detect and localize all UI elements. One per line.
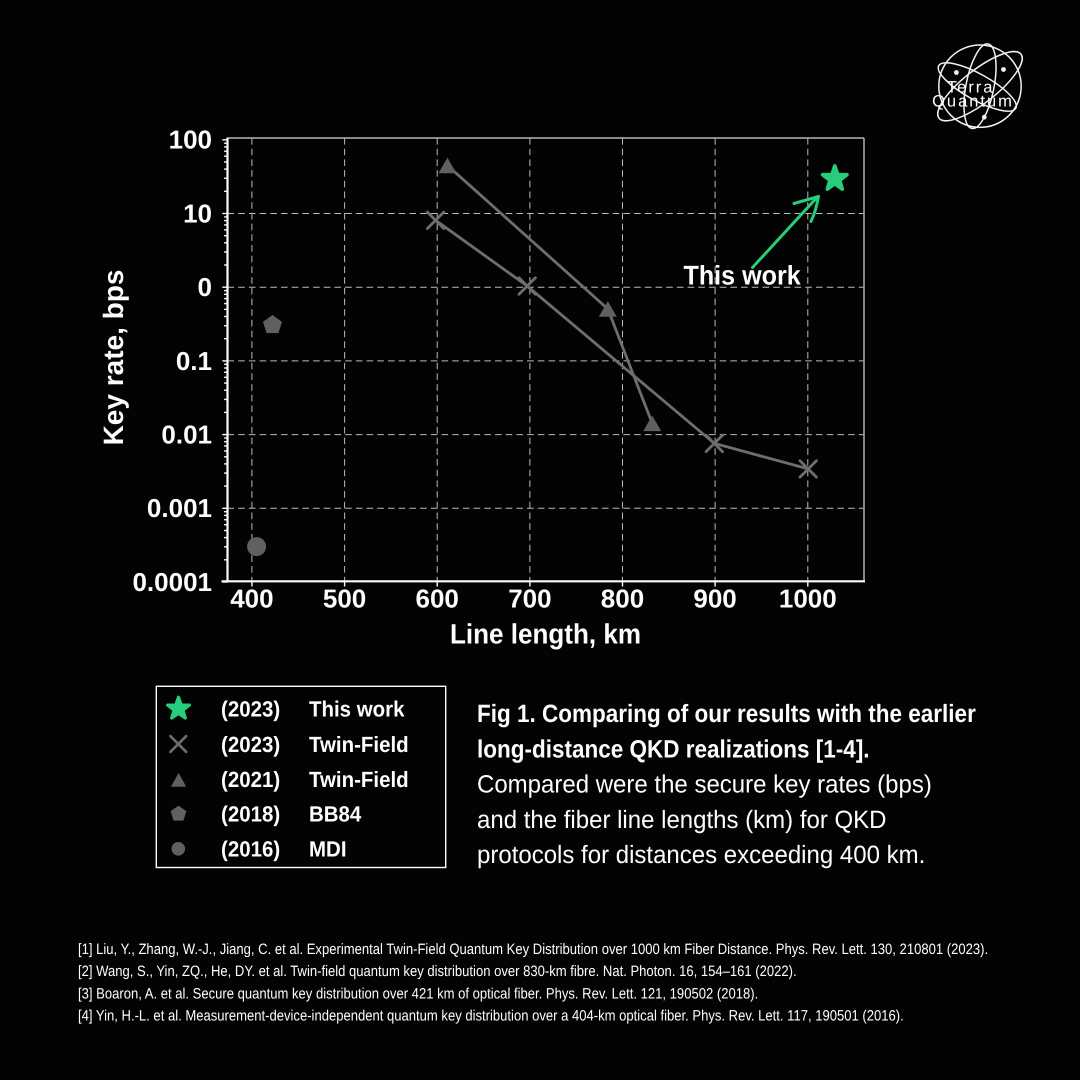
svg-text:[4] Yin, H.-L. et al. Measurem: [4] Yin, H.-L. et al. Measurement-device… <box>78 1008 904 1025</box>
svg-text:[1] Liu, Y., Zhang, W.-J., Jia: [1] Liu, Y., Zhang, W.-J., Jiang, C. et … <box>78 941 988 958</box>
svg-text:(2016): (2016) <box>221 837 280 862</box>
svg-text:900: 900 <box>693 584 736 614</box>
svg-text:0.0001: 0.0001 <box>132 567 212 597</box>
svg-text:Terra: Terra <box>947 78 995 96</box>
svg-text:Compared were the secure key r: Compared were the secure key rates (bps) <box>477 771 932 799</box>
svg-text:[3] Boaron, A. et al. Secure q: [3] Boaron, A. et al. Secure quantum key… <box>78 985 758 1002</box>
svg-text:500: 500 <box>323 584 366 614</box>
svg-text:Twin-Field: Twin-Field <box>309 767 409 792</box>
svg-text:0: 0 <box>198 272 212 302</box>
svg-text:400: 400 <box>230 584 273 614</box>
svg-text:(2018): (2018) <box>221 802 280 827</box>
svg-text:Key rate, bps: Key rate, bps <box>98 270 129 446</box>
svg-text:0.001: 0.001 <box>147 493 212 523</box>
svg-text:(2021): (2021) <box>221 767 280 792</box>
svg-text:1000: 1000 <box>779 584 837 614</box>
svg-text:600: 600 <box>416 584 459 614</box>
svg-text:Line length, km: Line length, km <box>450 619 641 650</box>
svg-text:MDI: MDI <box>309 837 347 862</box>
svg-text:800: 800 <box>601 584 644 614</box>
svg-text:BB84: BB84 <box>309 802 362 827</box>
svg-text:Fig 1. Comparing of our result: Fig 1. Comparing of our results with the… <box>477 700 976 728</box>
svg-text:This work: This work <box>309 697 405 722</box>
svg-text:(2023): (2023) <box>221 732 280 757</box>
svg-text:100: 100 <box>169 125 212 155</box>
svg-text:0.01: 0.01 <box>161 420 212 450</box>
svg-text:and the fiber line lengths (km: and the fiber line lengths (km) for QKD <box>477 806 887 834</box>
svg-text:Twin-Field: Twin-Field <box>309 732 409 757</box>
svg-text:10: 10 <box>183 198 212 228</box>
svg-text:(2023): (2023) <box>221 697 280 722</box>
svg-text:Quantum: Quantum <box>932 92 1014 110</box>
svg-text:700: 700 <box>508 584 551 614</box>
svg-text:This work: This work <box>684 261 802 291</box>
svg-text:protocols for distances exceed: protocols for distances exceeding 400 km… <box>477 841 925 869</box>
svg-text:long-distance QKD realizations: long-distance QKD realizations [1-4]. <box>477 735 870 763</box>
svg-text:[2] Wang, S., Yin, ZQ., He, DY: [2] Wang, S., Yin, ZQ., He, DY. et al. T… <box>78 963 797 980</box>
svg-text:0.1: 0.1 <box>176 346 212 376</box>
